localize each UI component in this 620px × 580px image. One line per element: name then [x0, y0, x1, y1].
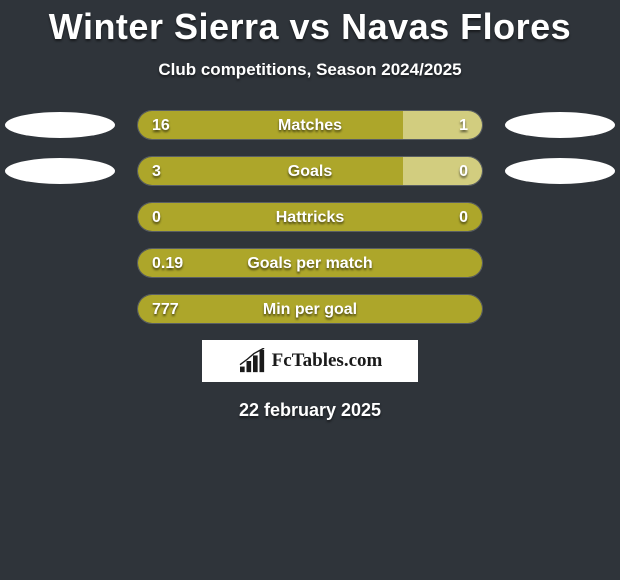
stat-label: Goals per match	[138, 249, 482, 278]
left-marker-ellipse	[5, 158, 115, 184]
right-marker-ellipse	[505, 112, 615, 138]
date-text: 22 february 2025	[0, 400, 620, 421]
stat-bar: 161Matches	[137, 110, 483, 140]
stat-bar: 777Min per goal	[137, 294, 483, 324]
stat-label: Hattricks	[138, 203, 482, 232]
stat-bar: 30Goals	[137, 156, 483, 186]
right-marker-ellipse	[505, 158, 615, 184]
brand-badge: FcTables.com	[202, 340, 418, 382]
comparison-row: 30Goals	[0, 156, 620, 186]
stat-bar: 00Hattricks	[137, 202, 483, 232]
stat-label: Matches	[138, 111, 482, 140]
stat-label: Goals	[138, 157, 482, 186]
comparison-row: 00Hattricks	[0, 202, 620, 232]
comparison-rows: 161Matches 30Goals 00Hattricks 0.19Goals pe…	[0, 110, 620, 324]
stat-bar: 0.19Goals per match	[137, 248, 483, 278]
stat-label: Min per goal	[138, 295, 482, 324]
page-subtitle: Club competitions, Season 2024/2025	[0, 60, 620, 80]
page-title: Winter Sierra vs Navas Flores	[0, 0, 620, 48]
brand-logo-icon	[238, 348, 268, 374]
comparison-row: 777Min per goal	[0, 294, 620, 324]
left-marker-ellipse	[5, 112, 115, 138]
comparison-row: 161Matches	[0, 110, 620, 140]
comparison-row: 0.19Goals per match	[0, 248, 620, 278]
brand-text: FcTables.com	[272, 350, 383, 372]
